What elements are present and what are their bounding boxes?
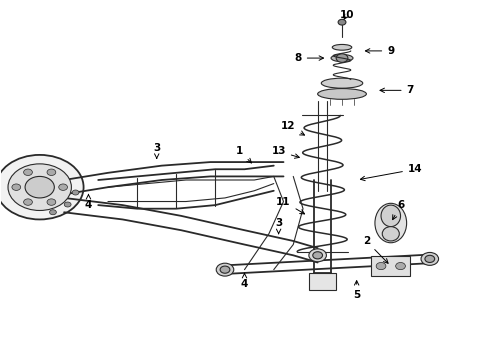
Text: 14: 14 — [360, 164, 422, 181]
Text: 13: 13 — [271, 146, 299, 158]
Circle shape — [395, 262, 405, 270]
Circle shape — [308, 249, 326, 262]
Text: 11: 11 — [276, 197, 304, 214]
Text: 4: 4 — [240, 273, 248, 289]
Ellipse shape — [321, 78, 362, 88]
Text: 6: 6 — [392, 200, 404, 220]
Text: 1: 1 — [236, 146, 251, 163]
Ellipse shape — [382, 226, 399, 241]
Circle shape — [420, 252, 438, 265]
FancyBboxPatch shape — [309, 273, 335, 290]
Text: 5: 5 — [352, 281, 360, 300]
Ellipse shape — [330, 54, 352, 62]
Circle shape — [25, 176, 54, 198]
Circle shape — [47, 199, 56, 205]
Circle shape — [375, 262, 385, 270]
Ellipse shape — [317, 89, 366, 99]
Text: 3: 3 — [153, 143, 160, 158]
Circle shape — [47, 169, 56, 175]
Circle shape — [220, 266, 229, 273]
Ellipse shape — [374, 203, 406, 243]
Circle shape — [59, 184, 67, 190]
Circle shape — [12, 184, 20, 190]
Text: 9: 9 — [365, 46, 393, 56]
Circle shape — [72, 190, 79, 195]
Text: 8: 8 — [294, 53, 323, 63]
FancyBboxPatch shape — [370, 256, 409, 276]
Circle shape — [424, 255, 434, 262]
Text: 2: 2 — [362, 236, 387, 263]
Circle shape — [0, 155, 83, 220]
Circle shape — [23, 199, 32, 205]
Text: 10: 10 — [339, 10, 353, 20]
Text: 12: 12 — [281, 121, 304, 135]
Ellipse shape — [380, 205, 400, 226]
Text: 3: 3 — [274, 218, 282, 234]
Circle shape — [8, 164, 71, 211]
Text: 4: 4 — [84, 194, 92, 210]
Circle shape — [49, 210, 56, 215]
Circle shape — [312, 252, 322, 259]
Circle shape — [216, 263, 233, 276]
Circle shape — [23, 169, 32, 175]
Ellipse shape — [331, 44, 351, 50]
Text: 7: 7 — [379, 85, 413, 95]
Circle shape — [335, 54, 347, 62]
Circle shape — [64, 202, 71, 207]
Circle shape — [337, 19, 345, 25]
